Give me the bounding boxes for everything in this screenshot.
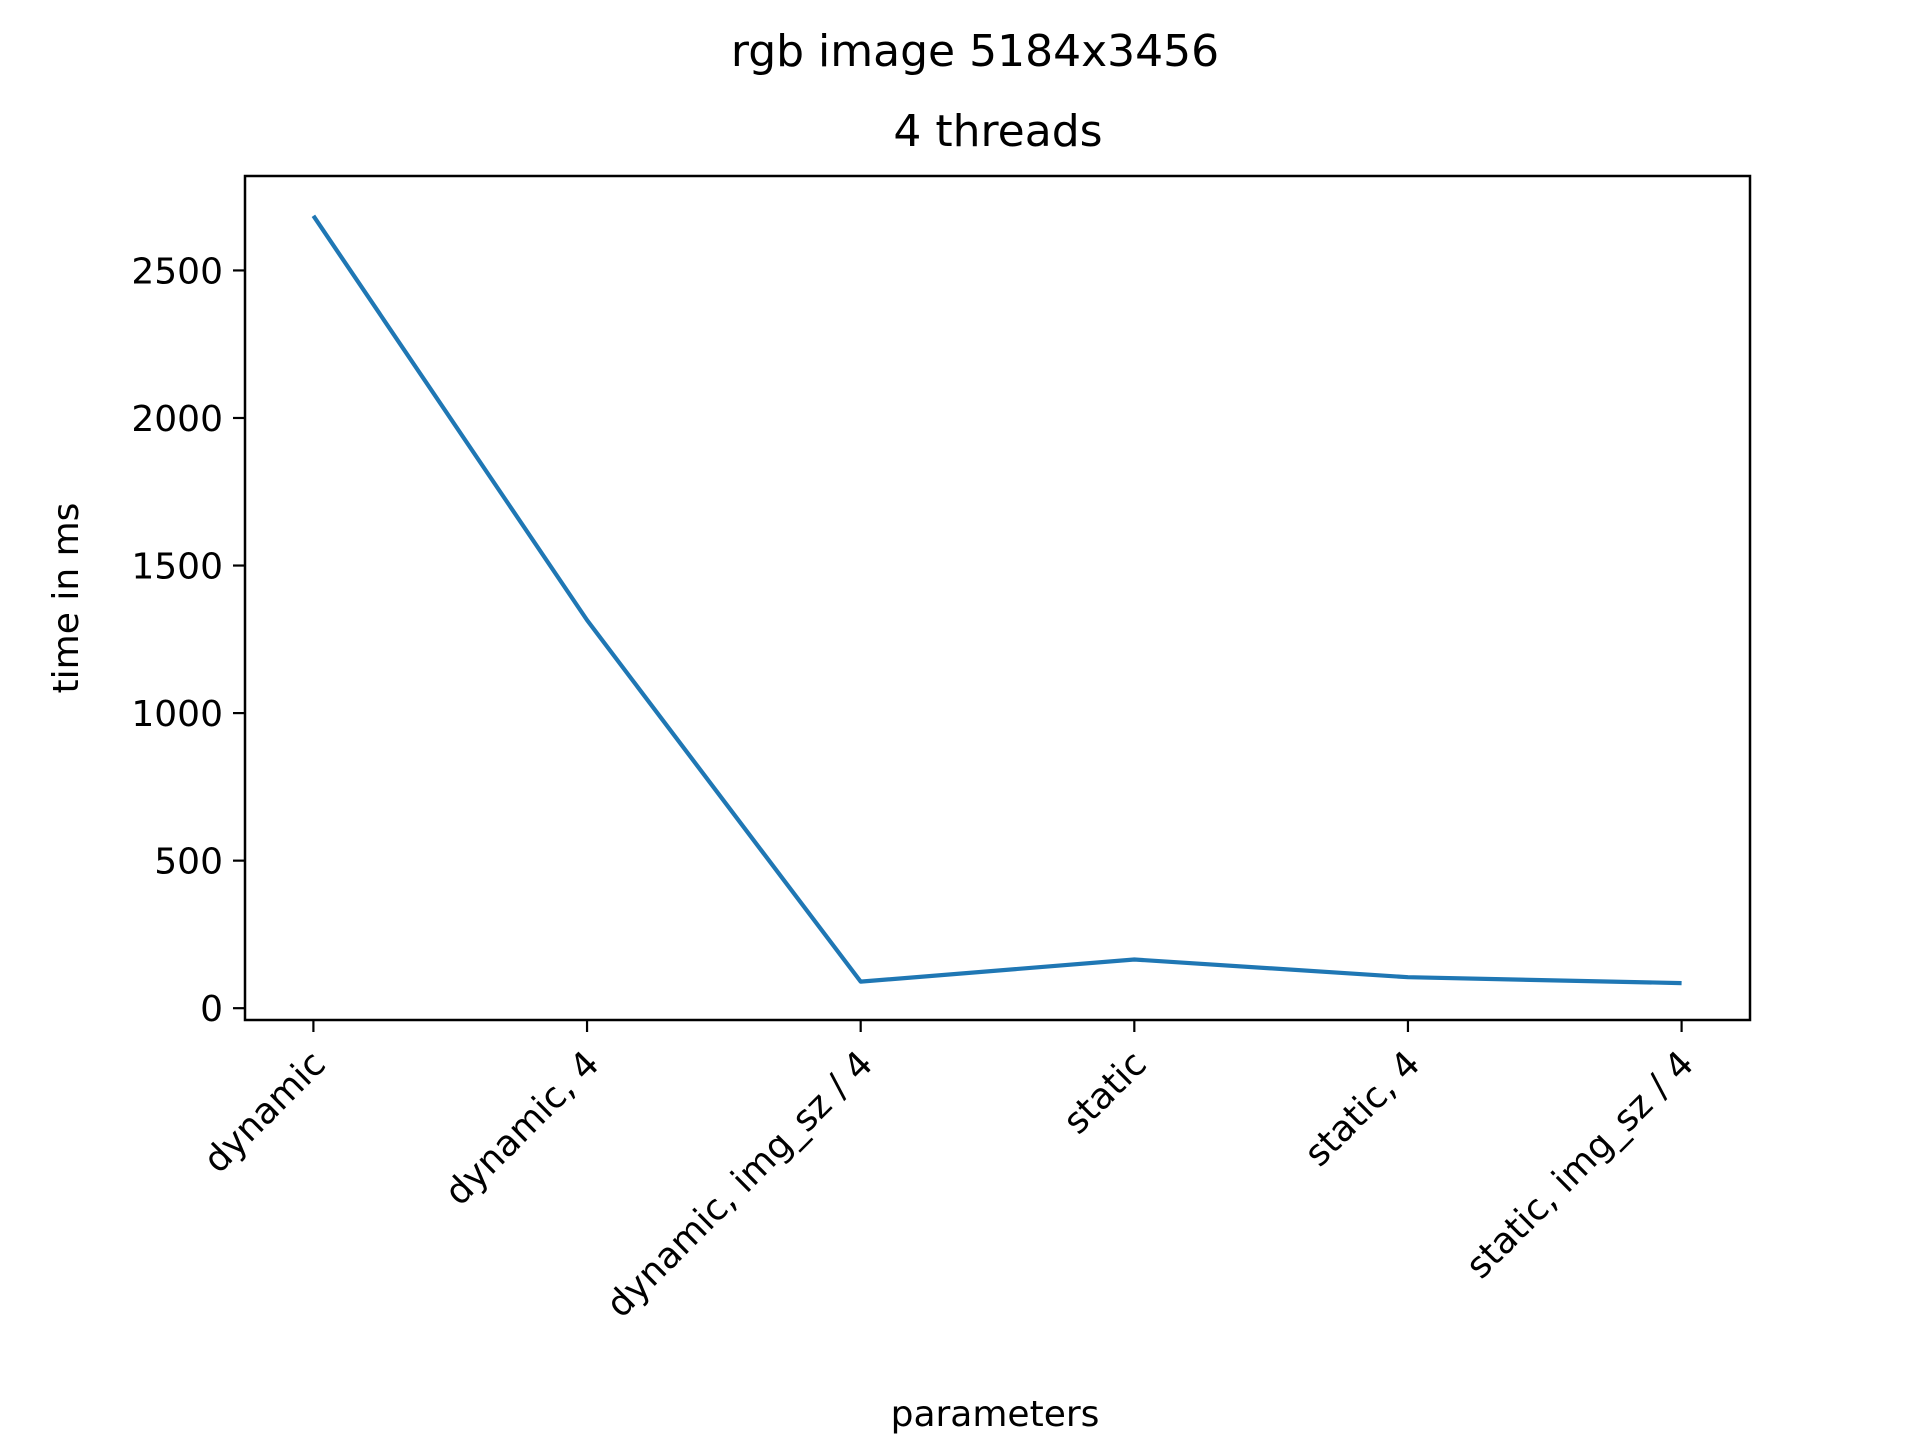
y-tick-label: 1000 bbox=[131, 694, 223, 735]
x-tick-label: static bbox=[1056, 1043, 1155, 1142]
chart-title: 4 threads bbox=[893, 106, 1102, 157]
plot-frame bbox=[243, 174, 1752, 1022]
series-line bbox=[311, 214, 1682, 986]
series-layer bbox=[311, 214, 1682, 986]
chart-suptitle: rgb image 5184x3456 bbox=[731, 26, 1219, 77]
y-axis-ticks: 0 500 1000 1500 2000 2500 bbox=[131, 251, 245, 1030]
x-tick-label: dynamic bbox=[196, 1043, 334, 1181]
y-tick-label: 0 bbox=[200, 989, 223, 1030]
x-tick-label: static, 4 bbox=[1297, 1043, 1428, 1174]
y-tick-label: 500 bbox=[154, 842, 223, 883]
x-tick-label: dynamic, 4 bbox=[437, 1043, 607, 1213]
y-tick-label: 1500 bbox=[131, 547, 223, 588]
x-tick-label: dynamic, img_sz / 4 bbox=[599, 1043, 881, 1325]
y-tick-label: 2000 bbox=[131, 399, 223, 440]
plot-area bbox=[245, 176, 1750, 1020]
y-tick-label: 2500 bbox=[131, 251, 223, 292]
x-tick-label: static, img_sz / 4 bbox=[1459, 1043, 1702, 1286]
y-axis-label: time in ms bbox=[46, 503, 87, 694]
x-axis-label: parameters bbox=[891, 1394, 1100, 1435]
